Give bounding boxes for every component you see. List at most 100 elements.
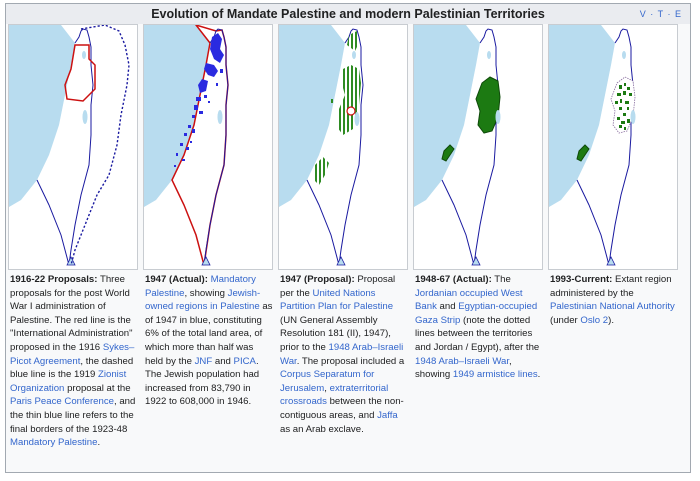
caption-link[interactable]: Zionist Organization — [10, 369, 127, 394]
talk-template-link[interactable]: T — [657, 9, 664, 19]
sea-of-galilee — [82, 51, 86, 59]
view-template-link[interactable]: V — [639, 9, 647, 19]
caption-link[interactable]: Sykes–Picot Agreement — [10, 341, 135, 367]
eastern-border-line — [473, 28, 499, 266]
eastern-border-line — [203, 28, 229, 266]
mediterranean-sea — [549, 25, 615, 207]
caption-text: , the dashed blue line is the 1919 — [10, 355, 134, 381]
caption-link[interactable]: Egyptian-occupied Gaza Strip — [415, 301, 538, 326]
pna-areas-a-b — [615, 83, 632, 130]
caption-text: . The proposal included a — [296, 355, 405, 367]
caption-link[interactable]: Corpus Separatum for Jerusalem — [280, 369, 375, 394]
caption-text: , and the thin blue line refers to the f… — [10, 396, 136, 435]
gaza-strip — [576, 144, 590, 162]
caption-1916-22-proposals: 1916-22 Proposals: Three proposals for t… — [10, 273, 138, 450]
caption-link[interactable]: Jewish-owned regions in Palestine — [145, 287, 261, 313]
gulf-of-aqaba — [606, 256, 616, 266]
map-1947-proposal[interactable] — [278, 24, 408, 270]
arab-state-gaza-coast — [313, 157, 329, 185]
vte-separator: · — [667, 9, 672, 19]
caption-link[interactable]: 1949 armistice lines — [452, 369, 538, 381]
caption-text: (note the dotted lines between the terri… — [415, 314, 540, 353]
edit-template-link[interactable]: E — [674, 9, 682, 19]
caption-heading: 1993-Current: — [550, 274, 613, 285]
gulf-of-aqaba — [201, 256, 211, 266]
caption-link[interactable]: Palestinian National Authority — [550, 301, 675, 313]
southern-border-line — [576, 179, 610, 266]
navbox-title-bar: Evolution of Mandate Palestine and moder… — [6, 4, 690, 24]
map-1948-67-actual[interactable] — [413, 24, 543, 270]
caption-text: as an Arab exclave. — [280, 423, 364, 435]
vte-links: V · T · E — [640, 9, 682, 19]
caption-text: and — [212, 355, 234, 367]
jewish-owned-land-patches — [174, 33, 224, 167]
caption-link[interactable]: Jordanian occupied West Bank — [415, 287, 523, 313]
zionist-proposal-dashed-line — [70, 25, 130, 266]
map-graphic — [414, 25, 542, 269]
caption-text: . The Jewish population had increased fr… — [145, 355, 260, 408]
map-graphic — [9, 25, 137, 269]
caption-text: (under — [550, 314, 581, 326]
caption-link[interactable]: PICA — [233, 355, 256, 367]
caption-1948-67-actual: 1948-67 (Actual): The Jordanian occupied… — [415, 273, 543, 382]
west-bank — [475, 76, 501, 134]
caption-text: as of 1947 in blue, constituting 6% of t… — [145, 301, 273, 367]
caption-text: , showing — [415, 355, 512, 381]
sinai-border-line — [36, 179, 70, 266]
caption-1993-current: 1993-Current: Extant region administered… — [550, 273, 678, 327]
caption-text: , showing — [184, 287, 228, 299]
caption-heading: 1916-22 Proposals: — [10, 274, 98, 285]
caption-link[interactable]: Jaffa — [377, 409, 398, 421]
map-1993-current[interactable] — [548, 24, 678, 270]
caption-heading: 1947 (Actual): — [145, 274, 208, 285]
caption-text: The — [491, 274, 511, 285]
southern-border-line — [441, 179, 475, 266]
caption-text: Extant region administered by the — [550, 274, 672, 299]
caption-link[interactable]: Oslo 2 — [580, 314, 609, 326]
caption-link[interactable]: extraterritorial crossroads — [280, 382, 389, 408]
sea-of-galilee — [352, 51, 356, 59]
map-graphic — [549, 25, 677, 269]
mediterranean-sea — [414, 25, 480, 207]
dead-sea — [495, 110, 501, 124]
caption-link[interactable]: Mandatory Palestine — [145, 274, 256, 299]
arab-state-galilee — [347, 31, 359, 51]
map-1947-actual[interactable] — [143, 24, 273, 270]
sea-of-galilee — [487, 51, 491, 59]
dead-sea — [630, 110, 636, 124]
caption-text: . — [537, 369, 541, 381]
caption-text: proposal at the — [64, 382, 131, 394]
gaza-strip — [441, 144, 455, 162]
caption-text: , — [324, 382, 330, 394]
caption-text: Three proposals for the post World War I… — [10, 274, 133, 353]
navbox-title: Evolution of Mandate Palestine and moder… — [151, 7, 545, 21]
map-graphic — [279, 25, 407, 269]
eastern-border-line — [608, 28, 634, 266]
caption-link[interactable]: United Nations Partition Plan for Palest… — [280, 287, 394, 313]
mandate-border-line — [68, 28, 94, 266]
map-1916-22-proposals[interactable] — [8, 24, 138, 270]
gulf-of-aqaba — [336, 256, 346, 266]
navbox: Evolution of Mandate Palestine and moder… — [5, 3, 691, 473]
caption-link[interactable]: JNF — [194, 355, 213, 367]
vte-separator: · — [650, 9, 655, 19]
jerusalem-corpus-separatum — [346, 106, 356, 116]
mediterranean-sea — [144, 25, 210, 207]
caption-text: (UN General Assembly Resolution 181 (II)… — [280, 314, 391, 353]
caption-text: and — [436, 301, 459, 313]
caption-text: . — [97, 437, 101, 449]
caption-link[interactable]: Mandatory Palestine — [10, 437, 98, 449]
caption-heading: 1947 (Proposal): — [280, 274, 355, 285]
caption-text: ). — [608, 314, 615, 326]
caption-link[interactable]: 1948 Arab–Israeli War — [280, 341, 404, 367]
gulf-of-aqaba — [471, 256, 481, 266]
caption-link[interactable]: 1948 Arab–Israeli War — [415, 355, 510, 367]
sea-of-galilee — [622, 51, 626, 59]
gulf-of-aqaba — [66, 256, 76, 266]
sykes-picot-international-zone — [64, 44, 96, 102]
caption-link[interactable]: Paris Peace Conference — [10, 396, 114, 408]
caption-1947-proposal: 1947 (Proposal): Proposal per the United… — [280, 273, 408, 436]
caption-text: between the non-contiguous areas, and — [280, 396, 404, 421]
mediterranean-sea — [279, 25, 345, 207]
dead-sea — [354, 112, 360, 126]
